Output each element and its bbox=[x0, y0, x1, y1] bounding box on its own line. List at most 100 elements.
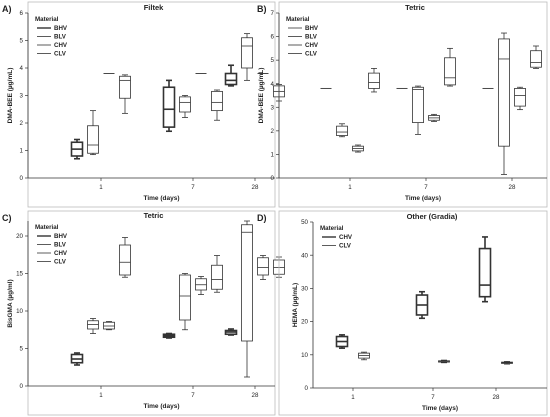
box-bhv-day-7 bbox=[162, 79, 176, 133]
box-blv-day-1 bbox=[87, 318, 99, 334]
panel-label: D) bbox=[257, 213, 267, 223]
y-tick-label: 4 bbox=[20, 65, 24, 72]
y-tick-label: 10 bbox=[301, 352, 308, 359]
y-axis-label: HEMA (µg/mL) bbox=[292, 283, 299, 327]
y-tick-label: 4 bbox=[271, 81, 275, 88]
x-tick-label: 7 bbox=[424, 184, 428, 191]
x-tick-label: 1 bbox=[351, 394, 355, 401]
legend-label: CLV bbox=[54, 259, 67, 266]
y-tick-label: 5 bbox=[20, 346, 24, 353]
box-iqr bbox=[368, 72, 380, 89]
box-iqr bbox=[179, 96, 191, 113]
box-iqr bbox=[119, 75, 131, 99]
legend-label: CLV bbox=[305, 51, 318, 58]
y-axis-label: DMA-BEE (µg/mL) bbox=[258, 68, 265, 124]
x-axis-label: Time (days) bbox=[422, 405, 458, 412]
legend-title: Material bbox=[35, 224, 59, 231]
box-iqr bbox=[498, 38, 510, 147]
box-blv-day-7 bbox=[179, 273, 191, 331]
y-tick-label: 0 bbox=[305, 385, 309, 392]
x-tick-label: 7 bbox=[191, 184, 195, 191]
y-tick-label: 0 bbox=[271, 175, 275, 182]
x-axis-label: Time (days) bbox=[143, 403, 179, 410]
legend-label: BHV bbox=[54, 25, 68, 32]
y-tick-label: 40 bbox=[301, 252, 308, 259]
box-iqr bbox=[336, 125, 348, 136]
legend-label: BLV bbox=[305, 34, 318, 41]
y-tick-label: 15 bbox=[16, 271, 23, 278]
y-tick-label: 10 bbox=[16, 308, 23, 315]
box-bhv-day-7 bbox=[162, 332, 176, 339]
y-tick-label: 5 bbox=[271, 57, 275, 64]
box-chv-day-1 bbox=[335, 334, 349, 349]
y-axis-label: DMA-BEE (µg/mL) bbox=[7, 68, 14, 124]
box-iqr bbox=[514, 88, 526, 107]
box-chv-day-1 bbox=[352, 144, 364, 153]
box-iqr bbox=[119, 244, 131, 276]
x-tick-label: 28 bbox=[252, 392, 259, 399]
panel-border bbox=[278, 210, 548, 416]
box-iqr bbox=[241, 224, 253, 342]
y-tick-label: 0 bbox=[20, 175, 24, 182]
legend-label: BHV bbox=[54, 233, 68, 240]
y-tick-label: 2 bbox=[271, 128, 275, 135]
x-tick-label: 28 bbox=[252, 184, 259, 191]
box-bhv-day-1 bbox=[70, 138, 84, 160]
box-clv-day-1 bbox=[119, 74, 131, 114]
box-iqr bbox=[530, 50, 542, 68]
box-iqr bbox=[444, 57, 456, 86]
box-chv-day-28 bbox=[514, 86, 526, 111]
legend-label: CHV bbox=[54, 250, 68, 257]
panel-label: C) bbox=[2, 213, 12, 223]
y-axis-label: BisGMA (µg/ml) bbox=[7, 279, 14, 327]
box-clv-day-28 bbox=[530, 45, 542, 69]
box-clv-day-7 bbox=[444, 47, 456, 87]
legend-title: Material bbox=[286, 16, 310, 23]
x-tick-label: 7 bbox=[191, 392, 195, 399]
box-blv-day-1 bbox=[87, 110, 99, 156]
y-tick-label: 20 bbox=[16, 233, 23, 240]
y-tick-label: 1 bbox=[20, 148, 24, 155]
y-tick-label: 7 bbox=[271, 10, 275, 17]
box-clv-day-7 bbox=[438, 359, 450, 364]
panel-label: B) bbox=[257, 4, 267, 14]
box-blv-day-28 bbox=[498, 32, 510, 175]
box-iqr bbox=[412, 86, 424, 124]
box-blv-day-7 bbox=[179, 95, 191, 118]
box-iqr bbox=[224, 72, 238, 86]
panel-b: B) Tetric 0 1 2 3 4 5 6 7 1 7 28 Time (days) DMA-BEE (… bbox=[257, 1, 548, 208]
box-chv-day-7 bbox=[415, 290, 429, 320]
legend-label: CLV bbox=[54, 51, 67, 58]
box-iqr bbox=[211, 90, 223, 112]
legend-label: CHV bbox=[339, 234, 353, 241]
legend-title: Material bbox=[35, 16, 59, 23]
box-iqr bbox=[179, 274, 191, 321]
chart-title: Filtek bbox=[144, 3, 164, 12]
box-iqr bbox=[211, 264, 223, 290]
y-tick-label: 20 bbox=[301, 319, 308, 326]
legend-label: BHV bbox=[305, 25, 319, 32]
box-iqr bbox=[257, 257, 269, 276]
y-tick-label: 3 bbox=[271, 104, 275, 111]
box-blv-day-28 bbox=[241, 33, 253, 81]
y-tick-label: 1 bbox=[271, 152, 275, 159]
y-tick-label: 5 bbox=[20, 38, 24, 45]
legend-label: CHV bbox=[305, 42, 319, 49]
box-iqr bbox=[87, 125, 99, 154]
y-tick-label: 2 bbox=[20, 120, 24, 127]
x-axis-label: Time (days) bbox=[405, 195, 441, 202]
x-tick-label: 7 bbox=[431, 394, 435, 401]
chart-title: Tetric bbox=[405, 3, 425, 12]
box-iqr bbox=[241, 37, 253, 69]
box-clv-day-1 bbox=[358, 351, 370, 361]
panel-label: A) bbox=[2, 4, 12, 14]
chart-title: Tetric bbox=[144, 211, 164, 220]
panel-c: C) Tetric 0 5 10 15 20 1 7 28 Time (days) BisGMA (µ… bbox=[2, 210, 285, 416]
x-axis-label: Time (days) bbox=[143, 195, 179, 202]
chart-title: Other (Gradia) bbox=[407, 212, 458, 221]
box-clv-day-1 bbox=[119, 237, 131, 278]
